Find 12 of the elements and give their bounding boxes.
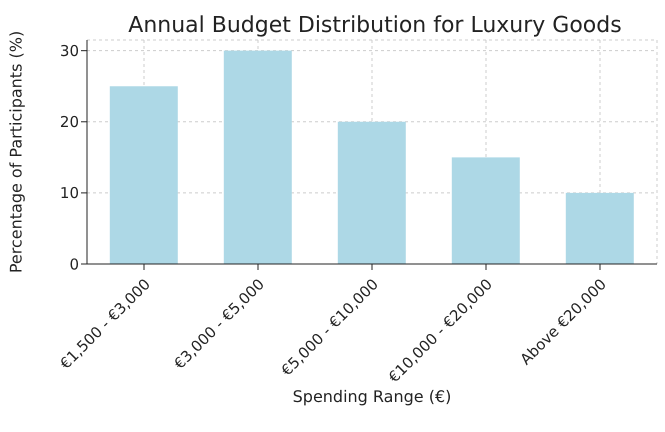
y-tick-label: 10 [60, 184, 79, 202]
bar [224, 50, 292, 264]
y-axis-title: Percentage of Participants (%) [6, 30, 26, 274]
chart-title: Annual Budget Distribution for Luxury Goods [128, 13, 622, 38]
bar [566, 192, 634, 264]
y-tick-label: 0 [69, 255, 79, 274]
bar [338, 122, 406, 264]
y-tick-label: 30 [60, 42, 79, 60]
bar [110, 86, 178, 264]
bar [452, 157, 520, 264]
y-tick-label: 20 [60, 113, 79, 132]
x-axis-title: Spending Range (€) [292, 387, 452, 406]
